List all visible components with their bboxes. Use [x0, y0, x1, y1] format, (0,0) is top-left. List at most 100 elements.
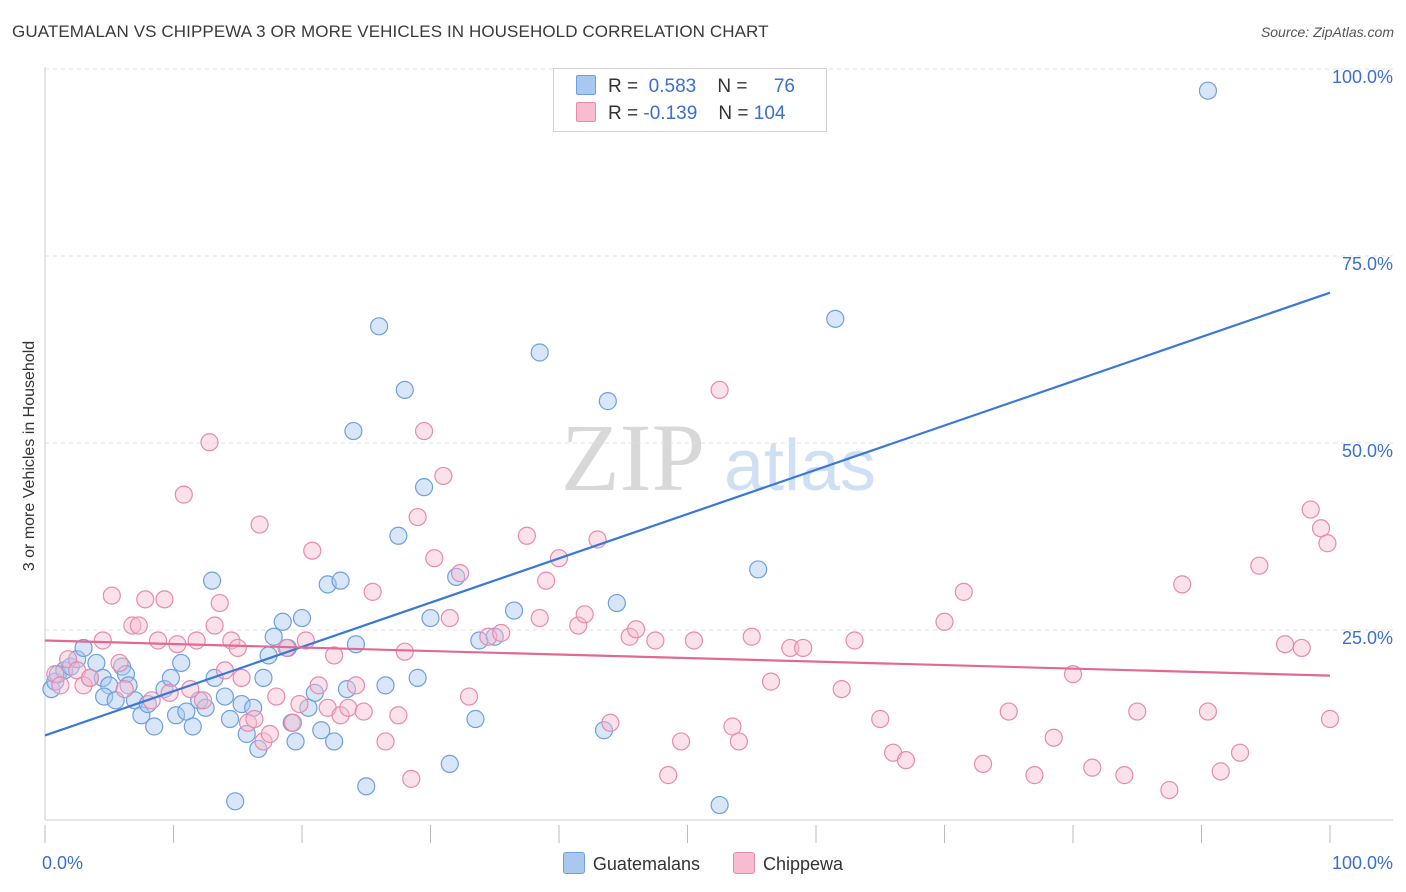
guatemalans-legend-swatch-icon: [562, 852, 585, 874]
r-label: R =: [608, 103, 639, 124]
guatemalans-point: [100, 676, 119, 695]
guatemalans-point: [215, 687, 234, 706]
legend-item-guatemalans: Guatemalans: [562, 852, 700, 875]
chippewa-point: [1083, 758, 1102, 777]
guatemalans-point: [299, 698, 318, 717]
chippewa-point: [659, 766, 678, 785]
chippewa-point: [1318, 534, 1337, 553]
chippewa-point: [723, 717, 742, 736]
chippewa-point: [346, 676, 366, 695]
chippewa-point: [1198, 702, 1218, 721]
chippewa-point: [414, 421, 434, 441]
chippewa-point: [569, 616, 588, 635]
guatemalans-point: [504, 601, 524, 620]
guatemalans-point: [470, 631, 489, 650]
chippewa-point: [200, 433, 219, 452]
guatemalans-point: [826, 309, 845, 328]
guatemalans-point: [202, 571, 222, 590]
y-tick-label: 25.0%: [1342, 628, 1393, 648]
guatemalans-point: [749, 560, 768, 579]
stats-legend-row-guatemalans: R = 0.583 N = 76: [576, 75, 795, 98]
guatemalans-point: [331, 571, 350, 590]
guatemalans-point: [220, 709, 240, 729]
chippewa-point: [290, 694, 309, 714]
n-label: N =: [717, 76, 748, 97]
guatemalans-point: [264, 627, 283, 646]
chippewa-point: [671, 732, 691, 751]
chippewa-point: [871, 709, 890, 729]
guatemalans-point: [132, 706, 151, 725]
guatemalans-point: [395, 380, 414, 399]
chippewa-point: [102, 586, 121, 605]
chippewa-point: [973, 754, 993, 774]
guatemalans-point: [389, 526, 408, 545]
guatemalans-point: [357, 777, 376, 796]
guatemalans-point: [254, 668, 273, 687]
guatemalans-point: [87, 653, 106, 673]
guatemalans-point: [177, 702, 196, 721]
chippewa-point: [1063, 665, 1083, 684]
chippewa-point: [794, 638, 813, 658]
chippewa-point: [389, 706, 408, 725]
chippewa-point: [530, 608, 549, 628]
guatemalans-point: [273, 612, 292, 631]
chippewa-point: [601, 713, 620, 732]
chippewa-point: [46, 665, 65, 684]
chippewa-point: [250, 515, 269, 534]
chippewa-point: [710, 380, 729, 399]
chippewa-point: [832, 679, 851, 699]
stats-legend-row-chippewa: R = -0.139 N = 104: [576, 102, 785, 125]
n-label: N =: [718, 103, 749, 124]
chippewa-point: [1292, 638, 1311, 658]
chippewa-point: [228, 638, 247, 658]
chippewa-point: [742, 627, 761, 646]
chippewa-point: [325, 646, 344, 665]
guatemalans-point: [598, 392, 617, 411]
chippewa-point: [434, 466, 453, 486]
guatemalans-point: [530, 343, 549, 362]
guatemalans-point: [292, 608, 312, 628]
chippewa-point: [303, 541, 322, 560]
guatemalans-point: [183, 717, 202, 736]
chippewa-point: [408, 507, 427, 527]
guatemalans-point: [95, 687, 114, 706]
chippewa-point: [129, 616, 148, 635]
legend-label-guatemalans: Guatemalans: [592, 854, 700, 874]
chippewa-point: [376, 732, 395, 751]
chippewa-point: [1320, 709, 1340, 729]
chippewa-point: [93, 631, 112, 650]
guatemalans-point: [116, 665, 136, 684]
guatemalans-point: [312, 721, 331, 740]
guatemalans-point: [344, 421, 363, 441]
chippewa-point: [283, 713, 303, 732]
guatemalans-trend-line: [44, 291, 1331, 737]
x-tick-label: 0.0%: [42, 853, 83, 873]
guatemalans-point: [414, 478, 434, 497]
chippewa-point: [354, 702, 373, 721]
chippewa-point: [210, 593, 229, 613]
guatemalans-point: [337, 679, 357, 699]
chippewa-swatch-icon: [576, 102, 596, 122]
chippewa-point: [187, 631, 206, 650]
guatemalans-point: [710, 795, 729, 815]
chippewa-point: [935, 612, 954, 631]
chippewa-point: [1160, 780, 1179, 800]
chippewa-point: [646, 631, 665, 650]
chippewa-point: [761, 672, 781, 691]
chippewa-point: [309, 676, 328, 695]
chippewa-r-value: -0.139: [643, 103, 698, 124]
chippewa-point: [254, 732, 273, 751]
guatemalans-point: [1198, 81, 1218, 100]
chippewa-point: [136, 590, 155, 609]
guatemalans-point: [376, 676, 395, 695]
chippewa-point: [1275, 635, 1295, 654]
chippewa-point: [80, 668, 100, 687]
guatemalans-point: [161, 668, 181, 687]
source-label: Source: ZipAtlas.com: [1260, 24, 1394, 40]
watermark-zip: ZIP: [561, 404, 705, 511]
chippewa-point: [1173, 575, 1192, 594]
chippewa-point: [174, 485, 193, 504]
guatemalans-point: [594, 721, 614, 740]
stats-legend: R = 0.583 N = 76 R = -0.139 N = 104: [553, 68, 827, 132]
